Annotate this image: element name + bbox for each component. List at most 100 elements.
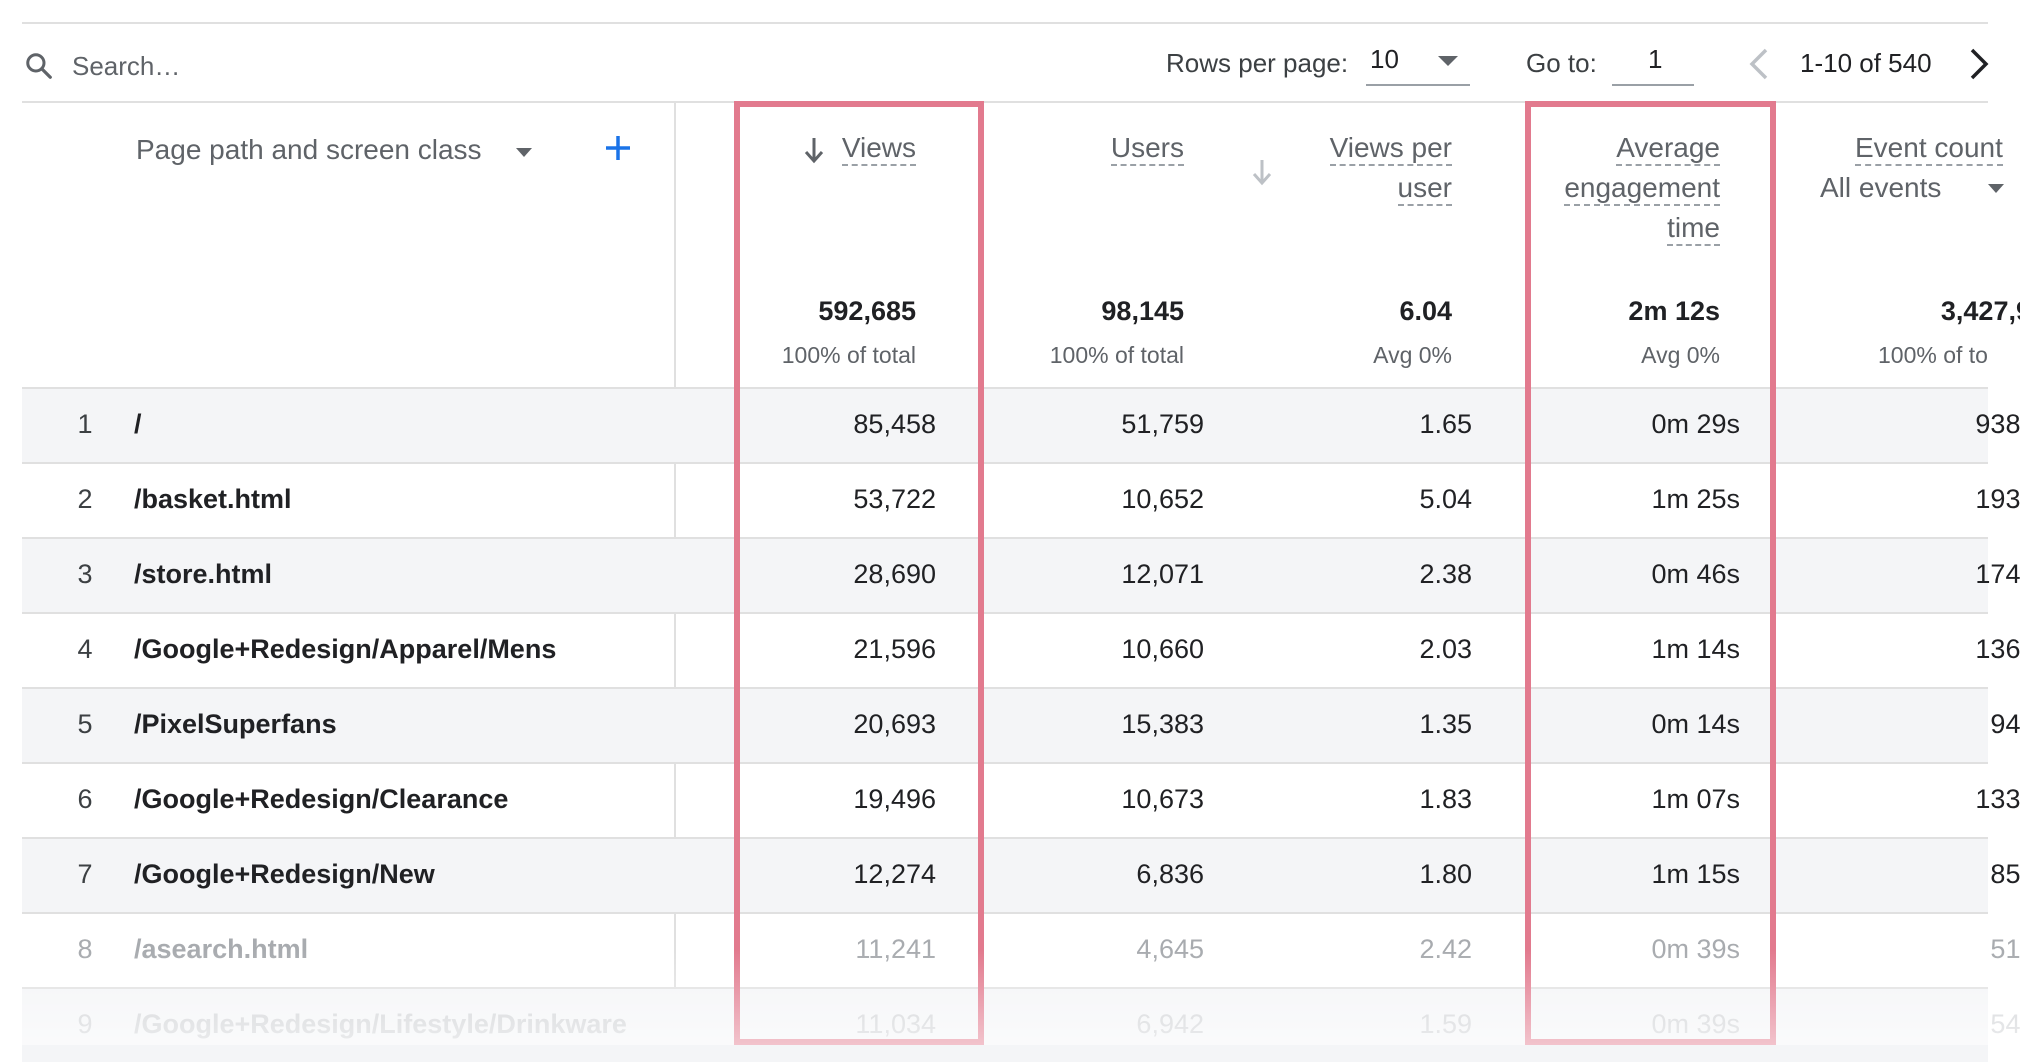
table-row[interactable]: 3/store.html 28,690 12,071 2.38 0m 46s 174,02 — [22, 537, 2020, 612]
pagination-range: 1-10 of 540 — [1800, 48, 1932, 78]
dimension-header[interactable]: Page path and screen class — [136, 134, 482, 165]
page-path-link[interactable]: /store.html — [134, 559, 273, 589]
total-event-count: 3,427,92 — [1886, 296, 2020, 327]
event-count-cell: 136,72 — [1975, 634, 2020, 664]
sort-arrow-icon[interactable] — [1250, 158, 1274, 186]
total-avg-engagement: 2m 12s — [1628, 296, 1720, 326]
row-index: 8 — [77, 934, 93, 964]
page-path-link[interactable]: /Google+Redesign/New — [134, 859, 435, 889]
views-cell: 28,690 — [853, 559, 936, 589]
views-header-label: Views — [841, 132, 916, 166]
table-row[interactable]: 7/Google+Redesign/New 12,274 6,836 1.80 1m 1… — [22, 837, 2020, 912]
row-index: 3 — [77, 559, 93, 589]
total-views-per-user-sub: Avg 0% — [1373, 342, 1452, 368]
views-cell: 19,496 — [853, 784, 936, 814]
vpu-header-line1: Views per — [1329, 132, 1452, 166]
vpu-header-line2: user — [1397, 172, 1452, 206]
views-cell: 12,274 — [853, 859, 936, 889]
avg-engagement-cell: 0m 14s — [1651, 709, 1740, 739]
event-count-cell: 85,25 — [1990, 859, 2020, 889]
total-views: 592,685 — [818, 296, 916, 326]
total-users: 98,145 — [1101, 296, 1184, 326]
total-event-count-sub: 100% of to — [1878, 342, 1988, 368]
column-header-users[interactable]: Users — [1000, 128, 1184, 168]
row-index: 2 — [77, 484, 93, 514]
column-header-avg-engagement[interactable]: Average engagement time — [1500, 128, 1720, 248]
row-index: 6 — [77, 784, 93, 814]
table-row[interactable]: 5/PixelSuperfans 20,693 15,383 1.35 0m 14s 94… — [22, 687, 2020, 762]
views-per-user-cell: 2.42 — [1419, 934, 1472, 964]
table-row[interactable]: 6/Google+Redesign/Clearance 19,496 10,673 1… — [22, 762, 2020, 837]
views-per-user-cell: 5.04 — [1419, 484, 1472, 514]
previous-page-icon[interactable] — [1742, 44, 1776, 84]
go-to-value: 1 — [1648, 44, 1663, 74]
search-input[interactable] — [72, 46, 432, 86]
views-cell: 20,693 — [853, 709, 936, 739]
page-path-link[interactable]: /Google+Redesign/Apparel/Mens — [134, 634, 557, 664]
event-count-cell: 133,67 — [1975, 784, 2020, 814]
page-path-link[interactable]: /Google+Redesign/Lifestyle/Drinkware — [134, 1009, 627, 1039]
column-header-event-count[interactable]: Event count All events — [1820, 128, 2010, 208]
event-count-header-label: Event count — [1855, 132, 2003, 166]
add-dimension-icon[interactable] — [602, 132, 634, 164]
table-row[interactable]: 1 / 85,458 51,759 1.65 0m 29s 938,52 — [22, 387, 2020, 462]
views-per-user-cell: 1.83 — [1419, 784, 1472, 814]
avg-engagement-column-highlight — [1525, 101, 1776, 1045]
avg-engagement-cell: 1m 15s — [1651, 859, 1740, 889]
event-count-cell: 51,50 — [1990, 934, 2020, 964]
avg-engagement-cell: 0m 46s — [1651, 559, 1740, 589]
views-per-user-cell: 2.03 — [1419, 634, 1472, 664]
total-avg-engagement-sub: Avg 0% — [1641, 342, 1720, 368]
event-count-cell: 938,52 — [1975, 409, 2020, 439]
dimension-dropdown-icon[interactable] — [516, 148, 532, 157]
table-row[interactable]: 2/basket.html 53,722 10,652 5.04 1m 25s 193,8… — [22, 462, 2020, 537]
users-cell: 10,673 — [1121, 784, 1204, 814]
total-views-per-user: 6.04 — [1399, 296, 1452, 326]
total-event-count-value: 3,427,92 — [1940, 296, 2020, 326]
chevron-down-icon — [1988, 184, 2004, 193]
select-underline — [1366, 84, 1470, 86]
views-per-user-cell: 1.80 — [1419, 859, 1472, 889]
table-row[interactable]: 4/Google+Redesign/Apparel/Mens 21,596 10,6… — [22, 612, 2020, 687]
avg-engagement-cell: 0m 29s — [1651, 409, 1740, 439]
event-count-cell: 174,02 — [1975, 559, 2020, 589]
event-filter-select[interactable]: All events — [1820, 168, 2010, 208]
go-to-label: Go to: — [1526, 48, 1597, 78]
column-header-views[interactable]: Views — [820, 128, 916, 168]
views-cell: 53,722 — [853, 484, 936, 514]
views-per-user-cell: 2.38 — [1419, 559, 1472, 589]
go-to-field[interactable]: 1 — [1612, 40, 1694, 88]
views-per-user-cell: 1.65 — [1419, 409, 1472, 439]
views-cell: 85,458 — [853, 409, 936, 439]
next-page-icon[interactable] — [1962, 44, 1996, 84]
row-index: 4 — [77, 634, 93, 664]
go-to-underline — [1612, 84, 1694, 86]
row-index: 5 — [77, 709, 93, 739]
column-header-views-per-user[interactable]: Views per user — [1270, 128, 1452, 208]
views-per-user-cell: 1.35 — [1419, 709, 1472, 739]
avg-engagement-cell: 1m 25s — [1651, 484, 1740, 514]
row-index: 1 — [77, 409, 93, 439]
page-path-link[interactable]: /Google+Redesign/Clearance — [134, 784, 509, 814]
search-icon[interactable] — [24, 51, 54, 81]
page-path-link[interactable]: /asearch.html — [134, 934, 309, 964]
users-cell: 15,383 — [1121, 709, 1204, 739]
aet-header-line3: time — [1667, 212, 1720, 246]
top-divider — [22, 22, 1988, 24]
rows-per-page-select[interactable]: 10 — [1366, 40, 1470, 88]
total-views-sub: 100% of total — [781, 342, 916, 368]
page-path-link[interactable]: /basket.html — [134, 484, 292, 514]
aet-header-line2: engagement — [1564, 172, 1720, 206]
users-cell: 6,942 — [1136, 1009, 1204, 1039]
row-index: 9 — [77, 1009, 93, 1039]
users-cell: 6,836 — [1136, 859, 1204, 889]
views-cell: 21,596 — [853, 634, 936, 664]
chevron-down-icon — [1438, 56, 1458, 66]
views-column-highlight — [734, 101, 984, 1045]
toolbar-divider — [22, 101, 1988, 103]
page-path-link[interactable]: /PixelSuperfans — [134, 709, 337, 739]
page-path-link[interactable]: / — [134, 409, 142, 439]
users-cell: 4,645 — [1136, 934, 1204, 964]
views-per-user-cell: 1.59 — [1419, 1009, 1472, 1039]
event-count-cell: 54,36 — [1990, 1009, 2020, 1039]
